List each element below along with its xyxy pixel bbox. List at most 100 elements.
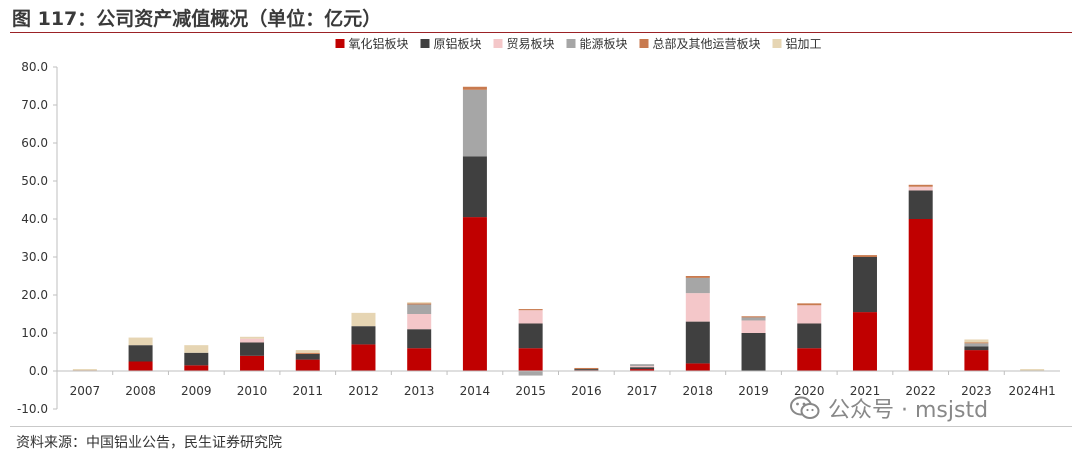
- y-tick-label: 50.0: [21, 174, 48, 188]
- x-tick-label: 2007: [70, 384, 101, 398]
- bar-segment: [295, 359, 320, 371]
- bar-segment: [797, 305, 822, 324]
- bar-segment: [741, 317, 766, 321]
- bar-segment: [462, 217, 487, 371]
- bar-segment: [518, 348, 543, 371]
- legend-swatch: [493, 39, 503, 48]
- legend-label: 氧化铝板块: [349, 36, 409, 51]
- bar-segment: [852, 255, 877, 257]
- chart-legend: 氧化铝板块 原铝板块 贸易板块 能源板块 总部及其他运营板块 铝加工: [335, 36, 822, 51]
- bar-segment: [1020, 369, 1045, 371]
- bar-segment: [128, 337, 153, 346]
- bar-segment: [741, 333, 766, 371]
- y-tick-label: 40.0: [21, 212, 48, 226]
- bar-segment: [797, 348, 822, 371]
- x-tick-label: 2015: [515, 384, 546, 398]
- legend-item: 铝加工: [772, 36, 822, 51]
- bar-segment: [964, 346, 989, 351]
- bar-segment: [741, 316, 766, 318]
- bar-segment: [685, 293, 710, 322]
- legend-label: 原铝板块: [434, 36, 482, 51]
- bar-segment: [852, 257, 877, 313]
- x-tick-label: 2013: [404, 384, 435, 398]
- bar-segment: [574, 369, 599, 371]
- bar-segment: [462, 156, 487, 218]
- bar-segment: [407, 304, 432, 314]
- legend-swatch: [639, 39, 649, 48]
- watermark-text: 公众号 · msjstd: [828, 398, 989, 423]
- bar-segment: [518, 309, 543, 311]
- bar-segment: [630, 366, 655, 368]
- bar-segment: [797, 323, 822, 349]
- legend-item: 氧化铝板块: [335, 36, 409, 51]
- x-tick-label: 2017: [627, 384, 658, 398]
- bar-segment: [908, 184, 933, 187]
- x-tick-label: 2012: [348, 384, 379, 398]
- y-axis: -10.0 0.0 10.0 20.0 30.0 40.0 50.0 60.0 70.0 80.0: [17, 60, 58, 416]
- bar-segment: [351, 312, 376, 327]
- bar-segment: [908, 219, 933, 371]
- bar-segment: [295, 352, 320, 354]
- legend-item: 贸易板块: [493, 37, 555, 51]
- bar-segment: [128, 345, 153, 362]
- y-tick-label: 70.0: [21, 98, 48, 112]
- y-tick-label: 0.0: [29, 364, 48, 378]
- bar-segment: [407, 303, 432, 305]
- x-tick-label: 2009: [181, 384, 212, 398]
- legend-item: 总部及其他运营板块: [639, 36, 761, 51]
- bar-segment: [518, 371, 543, 376]
- bar-segment: [630, 367, 655, 370]
- x-tick-label: 2024H1: [1009, 384, 1056, 398]
- bar-segment: [72, 369, 97, 371]
- bar-segment: [685, 363, 710, 371]
- watermark: 公众号 · msjstd: [790, 392, 988, 424]
- legend-label: 铝加工: [786, 36, 822, 51]
- bar-segment: [685, 321, 710, 364]
- y-tick-label: -10.0: [17, 402, 48, 416]
- bar-segment: [184, 345, 209, 353]
- bar-segment: [407, 348, 432, 371]
- legend-item: 能源板块: [566, 37, 628, 51]
- legend-swatch: [772, 39, 782, 48]
- x-tick-label: 2022: [905, 384, 936, 398]
- bar-segment: [184, 365, 209, 371]
- bar-segment: [407, 314, 432, 330]
- bar-segment: [407, 302, 432, 304]
- legend-item: 原铝板块: [420, 36, 482, 51]
- bar-segment: [240, 338, 265, 343]
- bar-segment: [518, 323, 543, 349]
- x-tick-label: 2019: [738, 384, 769, 398]
- bar-segment: [351, 344, 376, 371]
- x-tick-label: 2020: [794, 384, 825, 398]
- bar-segment: [908, 190, 933, 219]
- bar-segment: [685, 276, 710, 278]
- bar-segment: [852, 312, 877, 371]
- x-tick-label: 2011: [292, 384, 323, 398]
- bar-segment: [685, 277, 710, 294]
- stacked-bar-chart: 氧化铝板块 原铝板块 贸易板块 能源板块 总部及其他运营板块 铝加工 -10.0 0.0 10…: [17, 36, 1060, 416]
- title-divider: [10, 32, 1072, 33]
- x-tick-label: 2014: [460, 384, 491, 398]
- legend-swatch: [566, 39, 576, 48]
- wechat-icon: [790, 396, 820, 420]
- y-tick-label: 10.0: [21, 326, 48, 340]
- x-axis: 2007 2008 2009 2010 2011 2012 2013 2014 2015 2016…: [56, 370, 1060, 398]
- bar-segment: [908, 186, 933, 191]
- legend-swatch: [420, 39, 430, 48]
- bar-segment: [128, 361, 153, 371]
- legend-label: 总部及其他运营板块: [653, 36, 761, 51]
- bar-segment: [462, 86, 487, 90]
- bar-segment: [407, 329, 432, 349]
- bar-segment: [964, 342, 989, 344]
- source-note: 资料来源：中国铝业公告，民生证券研究院: [16, 435, 282, 451]
- x-tick-label: 2008: [125, 384, 156, 398]
- bar-segment: [240, 342, 265, 356]
- bar-segment: [574, 367, 599, 370]
- bar-segment: [240, 355, 265, 371]
- bar-segment: [295, 353, 320, 360]
- figure-title: 图 117：公司资产减值概况（单位：亿元）: [12, 8, 382, 30]
- x-tick-label: 2018: [683, 384, 714, 398]
- legend-label: 能源板块: [580, 37, 628, 51]
- bar-segment: [240, 336, 265, 339]
- bar-segment: [518, 310, 543, 324]
